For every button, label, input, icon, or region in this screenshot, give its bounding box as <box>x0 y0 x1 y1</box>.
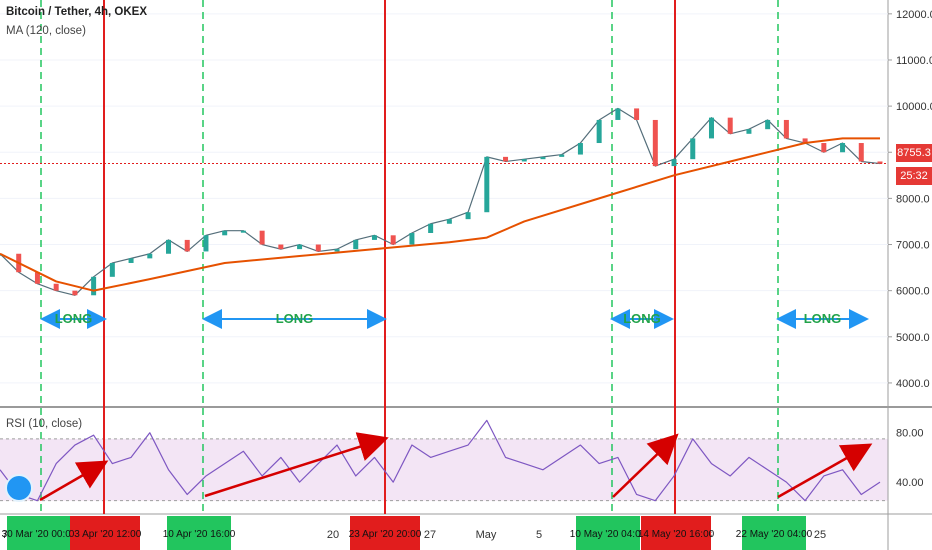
exit-time-label: 03 Apr '20 12:00 <box>69 529 142 540</box>
price-tick-label: 11000.0 <box>896 55 932 67</box>
price-tick-label: 6000.0 <box>896 286 930 298</box>
price-candle <box>671 159 677 167</box>
price-candle <box>409 232 415 245</box>
rsi-trend-arrow <box>39 460 109 502</box>
time-tick-label: May <box>476 529 497 541</box>
price-candle <box>91 276 97 296</box>
exit-time-badge <box>70 516 140 550</box>
entry-time-badge <box>167 516 231 550</box>
price-candle <box>259 230 265 245</box>
price-candle <box>222 230 228 236</box>
price-candle <box>72 290 78 296</box>
long-label: LONG <box>804 311 842 326</box>
exit-time-label: 14 May '20 16:00 <box>638 529 715 540</box>
price-candle <box>315 244 321 252</box>
price-candle <box>371 235 377 240</box>
price-tick-label: 12000.0 <box>896 9 932 21</box>
price-candle <box>746 129 752 134</box>
price-candle <box>521 159 527 162</box>
price-candle <box>652 119 658 167</box>
countdown-badge: 25:32 <box>896 167 932 185</box>
price-candle <box>858 143 864 162</box>
rsi-trend-arrow <box>777 443 873 499</box>
price-candle <box>727 117 733 134</box>
price-candle <box>503 156 509 162</box>
exit-time-badge <box>350 516 420 550</box>
price-candle <box>596 119 602 144</box>
rsi-trend-arrow <box>612 433 679 498</box>
price-tick-label: 8000.0 <box>896 193 930 205</box>
exit-time-label: 23 Apr '20 20:00 <box>349 529 422 540</box>
price-candle <box>53 283 59 291</box>
price-candle <box>783 119 789 139</box>
rsi-band <box>0 438 888 501</box>
price-candle <box>877 161 883 164</box>
logo-icon <box>5 474 33 502</box>
price-candle <box>708 117 714 139</box>
time-tick-label: 25 <box>814 529 826 541</box>
time-tick-label: 20 <box>327 529 339 541</box>
rsi-legend: RSI (10, close) <box>6 418 83 430</box>
price-candle <box>840 143 846 153</box>
exit-time-badge <box>641 516 711 550</box>
long-label: LONG <box>623 311 661 326</box>
long-label: LONG <box>276 311 314 326</box>
rsi-series-line <box>0 419 881 502</box>
ma-series-line <box>0 137 880 292</box>
price-tick-label: 7000.0 <box>896 240 930 252</box>
price-candle <box>334 249 340 252</box>
price-candle <box>184 239 190 252</box>
price-candle <box>390 235 396 245</box>
entry-time-badge <box>7 516 71 550</box>
time-tick-label: 7 <box>2 529 8 541</box>
entry-time-badge <box>742 516 806 550</box>
price-candle <box>203 235 209 252</box>
price-candle <box>577 143 583 155</box>
price-candle <box>297 244 303 250</box>
entry-time-label: 10 May '20 04:00 <box>570 529 647 540</box>
price-candle <box>353 239 359 250</box>
time-tick-label: 5 <box>536 529 542 541</box>
current-price-badge: 8755.3 <box>896 144 932 162</box>
entry-time-badge <box>576 516 640 550</box>
price-candle <box>484 156 490 213</box>
price-candle <box>802 138 808 144</box>
price-candle <box>559 154 565 157</box>
price-candle <box>634 108 640 120</box>
rsi-trend-arrow <box>204 432 389 498</box>
entry-time-label: 10 Apr '20 16:00 <box>163 529 236 540</box>
entry-time-label: 30 Mar '20 00:00 <box>2 529 77 540</box>
price-candle <box>765 119 771 130</box>
price-series-line <box>0 107 881 296</box>
rsi-tick-label: 40.00 <box>896 477 924 489</box>
entry-time-label: 22 May '20 04:00 <box>736 529 813 540</box>
price-tick-label: 5000.0 <box>896 332 930 344</box>
time-tick-label: 27 <box>424 529 436 541</box>
price-candle <box>615 108 621 120</box>
ma-legend: MA (120, close) <box>6 25 86 37</box>
price-tick-label: 4000.0 <box>896 378 930 390</box>
price-candle <box>821 143 827 153</box>
price-candle <box>166 239 172 254</box>
price-candle <box>540 156 546 160</box>
long-label: LONG <box>55 311 93 326</box>
price-candle <box>465 212 471 220</box>
price-candle <box>34 272 40 284</box>
price-candle <box>147 253 153 259</box>
chart-title: Bitcoin / Tether, 4h, OKEX <box>6 6 148 18</box>
price-candle <box>128 258 134 263</box>
price-candle <box>109 262 115 277</box>
price-tick-label: 10000.0 <box>896 101 932 113</box>
price-candle <box>278 244 284 250</box>
price-candle <box>240 230 246 233</box>
price-candle <box>428 223 434 233</box>
price-candle <box>446 219 452 224</box>
price-candle <box>690 138 696 160</box>
rsi-tick-label: 80.00 <box>896 428 924 440</box>
